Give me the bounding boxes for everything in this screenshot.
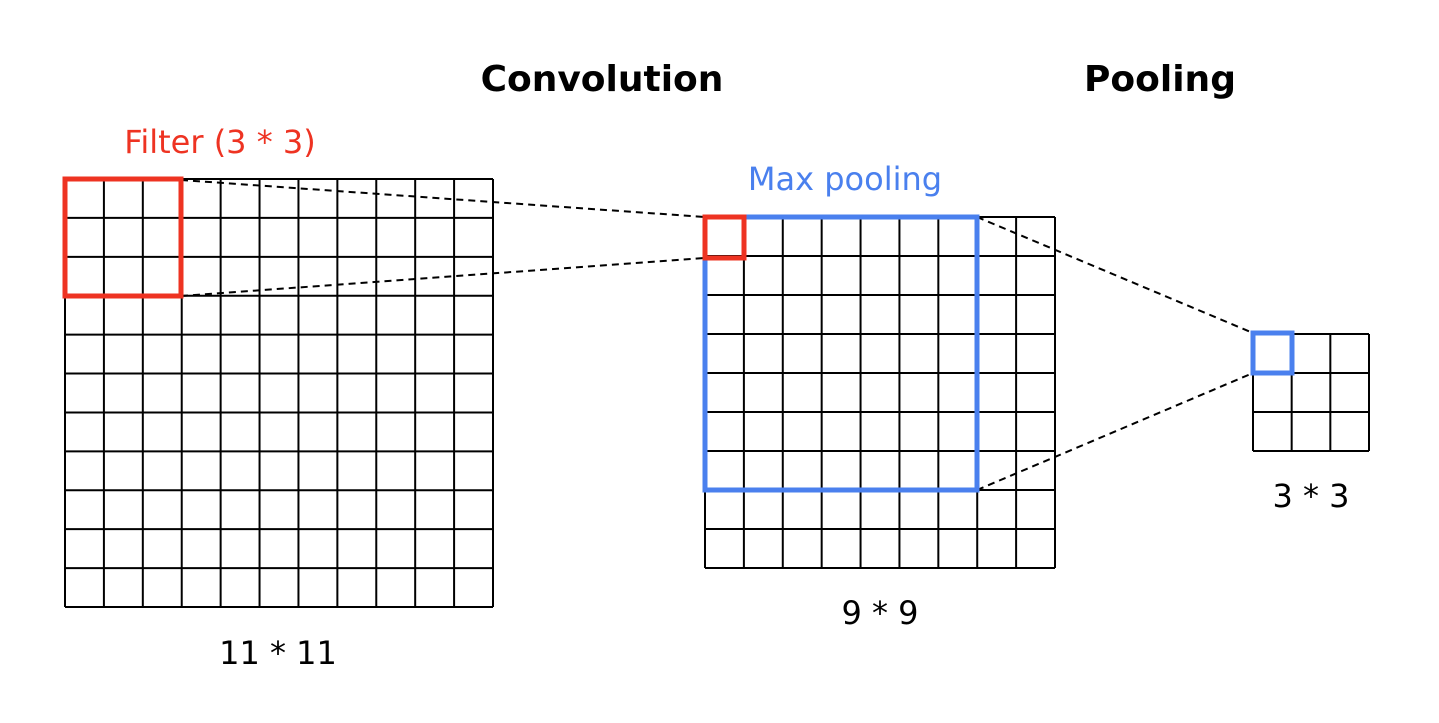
filter-highlight-box — [62, 176, 184, 299]
pool-output-cell-highlight — [1250, 330, 1295, 376]
filter-connector-top — [180, 179, 706, 218]
conv-size-label: 9 * 9 — [841, 594, 918, 632]
max-pooling-label: Max pooling — [748, 160, 942, 198]
input-size-label: 11 * 11 — [219, 634, 337, 672]
conv-output-cell-highlight — [702, 214, 747, 261]
pool-size-label: 3 * 3 — [1272, 477, 1349, 515]
filter-connector-bottom — [180, 257, 706, 297]
pool-connector-top — [976, 216, 1254, 334]
filter-label: Filter (3 * 3) — [124, 123, 315, 161]
pool-grid — [1252, 333, 1370, 452]
input-grid — [64, 178, 494, 608]
pooling-heading: Pooling — [1084, 59, 1236, 100]
conv-grid — [704, 216, 1056, 569]
pool-connector-bottom — [976, 372, 1254, 491]
convolution-heading: Convolution — [481, 59, 724, 100]
max-pooling-highlight-box — [702, 214, 980, 493]
